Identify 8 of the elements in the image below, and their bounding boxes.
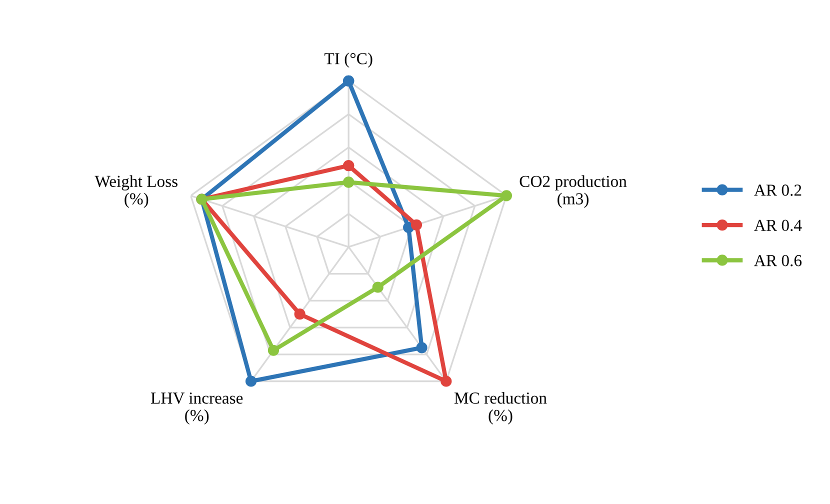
legend-label: AR 0.4: [754, 220, 802, 232]
spoke-label: Weight Loss (%): [94, 175, 178, 208]
spoke-label: MC reduction (%): [454, 392, 547, 425]
legend-label: AR 0.6: [754, 254, 802, 266]
spoke-label: TI (°C): [324, 52, 372, 68]
spoke-label: LHV increase (%): [150, 392, 243, 425]
spoke-label: CO2 production (m3): [520, 175, 627, 208]
legend-label: AR 0.2: [754, 184, 802, 196]
